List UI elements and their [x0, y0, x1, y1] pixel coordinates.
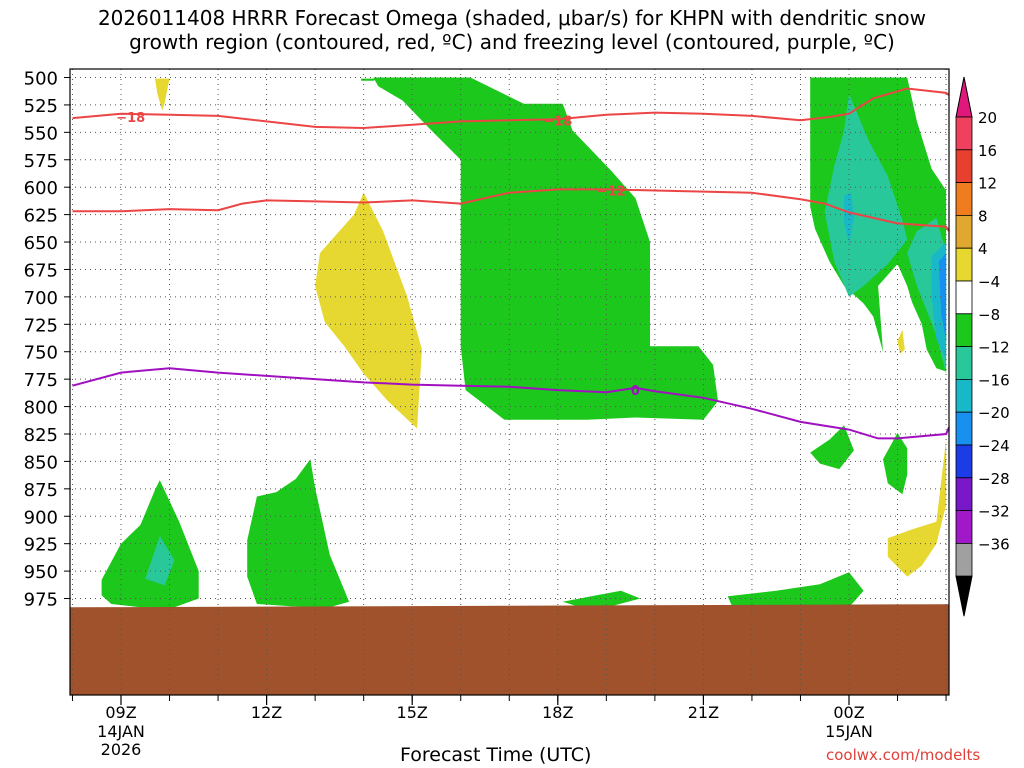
colorbar-label-4: 4: [978, 240, 988, 258]
ytick-label-725: 725: [24, 315, 58, 336]
colorbar-label-11: −28: [978, 470, 1010, 488]
omega-green-sfc-6: [883, 432, 908, 495]
colorbar-swatch-2: [955, 182, 973, 216]
ytick-label-850: 850: [24, 452, 58, 473]
xtick-label-18Z: 18Z: [542, 703, 573, 722]
colorbar-label-1: 16: [978, 142, 997, 160]
ytick-label-900: 900: [24, 507, 58, 528]
ytick-label-925: 925: [24, 535, 58, 556]
ytick-label-625: 625: [24, 206, 58, 227]
colorbar-swatch-8: [955, 378, 973, 413]
omega-green-500: [361, 78, 379, 81]
colorbar: 20 16 12 8 4 −4 −8 −12 −16 −20 −24 −28 −32 −36: [955, 76, 1010, 617]
ytick-label-650: 650: [24, 233, 58, 254]
xtick-date-00Z: 15JAN: [825, 722, 873, 741]
ytick-label-800: 800: [24, 398, 58, 419]
colorbar-label-2: 12: [978, 175, 997, 193]
colorbar-swatch-6: [955, 313, 973, 347]
colorbar-label-0: 20: [978, 109, 997, 127]
dgz-minus18-label2-label: −18: [543, 114, 572, 129]
credit-link[interactable]: coolwx.com/modelts: [826, 746, 981, 764]
colorbar-swatch-12: [955, 510, 973, 544]
dgz-minus18: [72, 87, 950, 130]
ytick-label-500: 500: [24, 69, 58, 90]
xtick-label-12Z: 12Z: [251, 703, 282, 722]
colorbar-swatch-9: [955, 411, 973, 446]
ytick-label-950: 950: [24, 562, 58, 583]
ytick-label-750: 750: [24, 343, 58, 364]
omega-green-sfc-4: [727, 572, 864, 608]
colorbar-label-3: 8: [978, 207, 988, 225]
omega-green-sfc-3: [562, 590, 641, 607]
colorbar-label-10: −24: [978, 437, 1010, 455]
contour-layer: −18 −18 −12 0: [72, 87, 950, 440]
dgz-minus18-label: −18: [116, 111, 145, 126]
colorbar-top-arrow: [955, 76, 973, 118]
x-axis-label: Forecast Time (UTC): [400, 744, 592, 766]
omega-shading-layer: [101, 77, 947, 608]
omega-cyan-east: [844, 192, 854, 245]
colorbar-label-6: −8: [978, 306, 1000, 324]
colorbar-swatch-7: [955, 346, 973, 380]
colorbar-swatch-13: [955, 543, 973, 577]
omega-yellow-4: [897, 329, 905, 354]
colorbar-swatch-10: [955, 444, 973, 479]
dgz-minus12-label: −12: [597, 184, 626, 199]
xtick-date-09Z: 14JAN: [97, 722, 145, 741]
colorbar-swatch-4: [955, 247, 973, 282]
xtick-label-00Z: 00Z: [833, 703, 864, 722]
omega-green-main: [373, 77, 718, 420]
title-line-2: growth region (contoured, red, ºC) and f…: [129, 30, 895, 54]
freezing-level-0-label: 0: [631, 384, 640, 399]
xtick-label-21Z: 21Z: [688, 703, 719, 722]
freezing-level-0: [72, 367, 950, 440]
omega-blue-edge: [938, 253, 947, 341]
colorbar-label-8: −16: [978, 371, 1010, 389]
colorbar-bottom-arrow: [955, 575, 973, 617]
xtick-label-15Z: 15Z: [397, 703, 428, 722]
chart-title: 2026011408 HRRR Forecast Omega (shaded, …: [0, 6, 1024, 54]
ytick-label-525: 525: [24, 96, 58, 117]
colorbar-label-7: −12: [978, 339, 1010, 357]
omega-green-sfc-5: [810, 425, 854, 470]
ytick-label-675: 675: [24, 260, 58, 281]
ytick-label-975: 975: [24, 590, 58, 611]
omega-teal-sfc: [145, 536, 175, 586]
colorbar-swatch-0: [955, 116, 973, 151]
xtick-label-09Z: 09Z: [105, 703, 136, 722]
omega-yellow-2: [315, 192, 422, 429]
colorbar-swatch-1: [955, 149, 973, 184]
colorbar-label-9: −20: [978, 404, 1010, 422]
dgz-minus12: [72, 188, 950, 232]
ytick-label-575: 575: [24, 151, 58, 172]
ytick-label-825: 825: [24, 425, 58, 446]
omega-teal-east: [824, 94, 908, 297]
axis-layer: 500 525 550 575 600 625 650 675 700 725 750 775 800 8…: [24, 69, 947, 759]
ytick-label-700: 700: [24, 288, 58, 309]
ytick-label-550: 550: [24, 123, 58, 144]
colorbar-swatch-3: [955, 214, 973, 249]
colorbar-label-5: −4: [978, 273, 1000, 291]
ytick-label-600: 600: [24, 178, 58, 199]
title-line-1: 2026011408 HRRR Forecast Omega (shaded, …: [97, 6, 927, 30]
colorbar-label-12: −32: [978, 503, 1010, 521]
omega-yellow-3: [887, 439, 947, 577]
omega-yellow-1: [155, 78, 170, 111]
colorbar-swatch-11: [955, 477, 973, 511]
ytick-label-875: 875: [24, 480, 58, 501]
xtick-year-09Z: 2026: [101, 740, 142, 759]
omega-green-sfc-2: [247, 459, 350, 608]
colorbar-swatch-5: [955, 280, 973, 315]
colorbar-label-13: −36: [978, 535, 1010, 553]
ytick-label-775: 775: [24, 370, 58, 391]
